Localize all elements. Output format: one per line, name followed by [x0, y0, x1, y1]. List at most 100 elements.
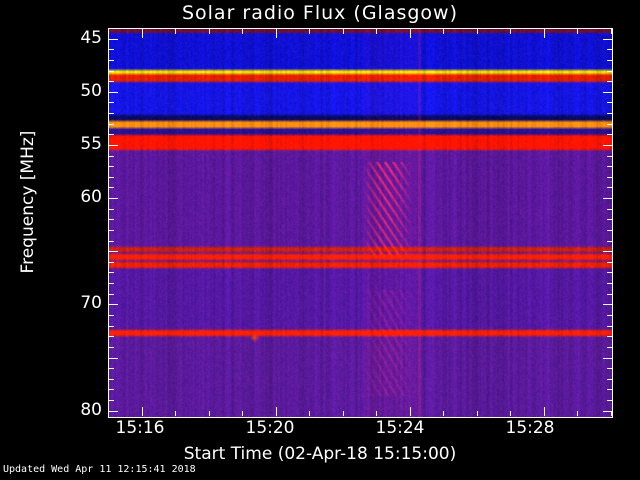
- y-tick-minor-right: [607, 219, 612, 221]
- y-tick-minor: [109, 378, 114, 380]
- y-tick-minor: [109, 113, 114, 115]
- y-tick-minor: [109, 240, 114, 242]
- x-tick-minor: [611, 411, 612, 416]
- x-tick-major-top: [543, 29, 545, 38]
- y-tick-minor-right: [607, 81, 612, 83]
- x-tick-major-top: [275, 29, 277, 38]
- y-tick-major: [109, 410, 118, 412]
- x-tick-minor: [376, 411, 378, 416]
- y-tick-minor-right: [607, 293, 612, 295]
- y-tick-minor-right: [607, 123, 612, 125]
- y-tick-minor: [109, 219, 114, 221]
- y-tick-minor-right: [607, 315, 612, 316]
- x-tick-minor-top: [510, 29, 512, 34]
- y-tick-minor-right: [607, 400, 612, 402]
- y-tick-minor-right: [607, 272, 612, 274]
- x-tick-minor-top: [108, 29, 109, 34]
- x-tick-minor-top: [611, 29, 612, 34]
- y-axis-title: Frequency [MHz]: [18, 130, 38, 274]
- y-tick-minor-right: [607, 208, 612, 210]
- x-tick-major: [141, 407, 143, 416]
- y-tick-minor: [109, 70, 114, 72]
- y-tick-minor-right: [607, 240, 612, 242]
- x-axis-title: Start Time (02-Apr-18 15:15:00): [183, 444, 457, 464]
- y-tick-minor: [109, 389, 114, 391]
- y-tick-minor-right: [607, 166, 612, 168]
- x-tick-minor-top: [443, 29, 445, 34]
- y-tick-minor-right: [607, 187, 612, 189]
- y-tick-major-right: [603, 357, 612, 359]
- y-tick-label: 70: [80, 293, 102, 314]
- x-tick-major-top: [409, 29, 411, 38]
- y-tick-minor: [109, 81, 114, 83]
- x-tick-minor: [443, 411, 445, 416]
- y-axis-labels: 45 50 55 60 70 80: [70, 0, 102, 480]
- y-tick-minor: [109, 325, 114, 327]
- x-tick-minor: [342, 411, 344, 416]
- x-tick-minor-top: [476, 29, 478, 34]
- y-tick-label: 45: [80, 27, 102, 48]
- x-tick-label: 15:20: [245, 418, 295, 438]
- y-tick-major: [109, 91, 118, 93]
- updated-timestamp: Updated Wed Apr 11 12:15:41 2018: [3, 464, 196, 475]
- y-tick-minor: [109, 208, 114, 210]
- y-tick-minor-right: [607, 102, 612, 104]
- y-tick-major-right: [603, 144, 612, 146]
- y-tick-major-right: [603, 251, 612, 253]
- y-tick-major-right: [603, 38, 612, 40]
- y-tick-minor: [109, 400, 114, 402]
- x-tick-minor: [242, 411, 244, 416]
- y-tick-minor: [109, 336, 114, 338]
- y-tick-minor-right: [607, 134, 612, 136]
- y-tick-minor: [109, 283, 114, 285]
- y-tick-minor-right: [607, 59, 612, 61]
- x-tick-minor: [309, 411, 311, 416]
- y-tick-minor-right: [607, 346, 612, 348]
- x-tick-minor-top: [242, 29, 244, 34]
- y-tick-minor: [109, 368, 114, 370]
- x-tick-minor: [577, 411, 579, 416]
- y-tick-minor-right: [607, 368, 612, 370]
- y-tick-minor-right: [607, 261, 612, 263]
- y-tick-minor-right: [607, 155, 612, 157]
- y-tick-major: [109, 251, 118, 253]
- y-tick-minor: [109, 123, 114, 125]
- y-tick-minor: [109, 261, 114, 263]
- y-tick-major: [109, 38, 118, 40]
- y-tick-minor: [109, 272, 114, 274]
- spectrogram-canvas[interactable]: [109, 29, 612, 417]
- x-tick-major: [543, 407, 545, 416]
- x-tick-minor-top: [208, 29, 210, 34]
- y-tick-minor-right: [607, 176, 612, 178]
- y-tick-major-right: [603, 91, 612, 93]
- x-tick-minor-top: [577, 29, 579, 34]
- spectrogram-plot[interactable]: [108, 28, 613, 418]
- y-tick-minor: [109, 176, 114, 178]
- y-tick-minor: [109, 155, 114, 157]
- y-tick-minor-right: [607, 229, 612, 231]
- y-tick-label: 60: [80, 187, 102, 208]
- y-tick-minor-right: [607, 378, 612, 380]
- x-tick-minor-top: [309, 29, 311, 34]
- y-tick-minor: [109, 293, 114, 295]
- y-tick-major-right: [603, 198, 612, 200]
- x-tick-label: 15:28: [505, 418, 555, 438]
- y-tick-minor: [109, 229, 114, 231]
- x-tick-major: [409, 407, 411, 416]
- x-tick-minor: [476, 411, 478, 416]
- y-tick-major: [109, 357, 118, 359]
- x-tick-minor: [108, 411, 109, 416]
- y-tick-major: [109, 144, 118, 146]
- x-tick-minor: [175, 411, 177, 416]
- y-tick-minor-right: [607, 49, 612, 51]
- y-tick-minor: [109, 315, 114, 316]
- y-tick-minor: [109, 102, 114, 104]
- x-tick-minor-top: [175, 29, 177, 34]
- y-tick-major: [109, 198, 118, 200]
- y-tick-minor-right: [607, 113, 612, 115]
- x-tick-minor-top: [376, 29, 378, 34]
- y-tick-minor-right: [607, 70, 612, 72]
- y-tick-minor: [109, 59, 114, 61]
- x-tick-label: 15:16: [115, 418, 165, 438]
